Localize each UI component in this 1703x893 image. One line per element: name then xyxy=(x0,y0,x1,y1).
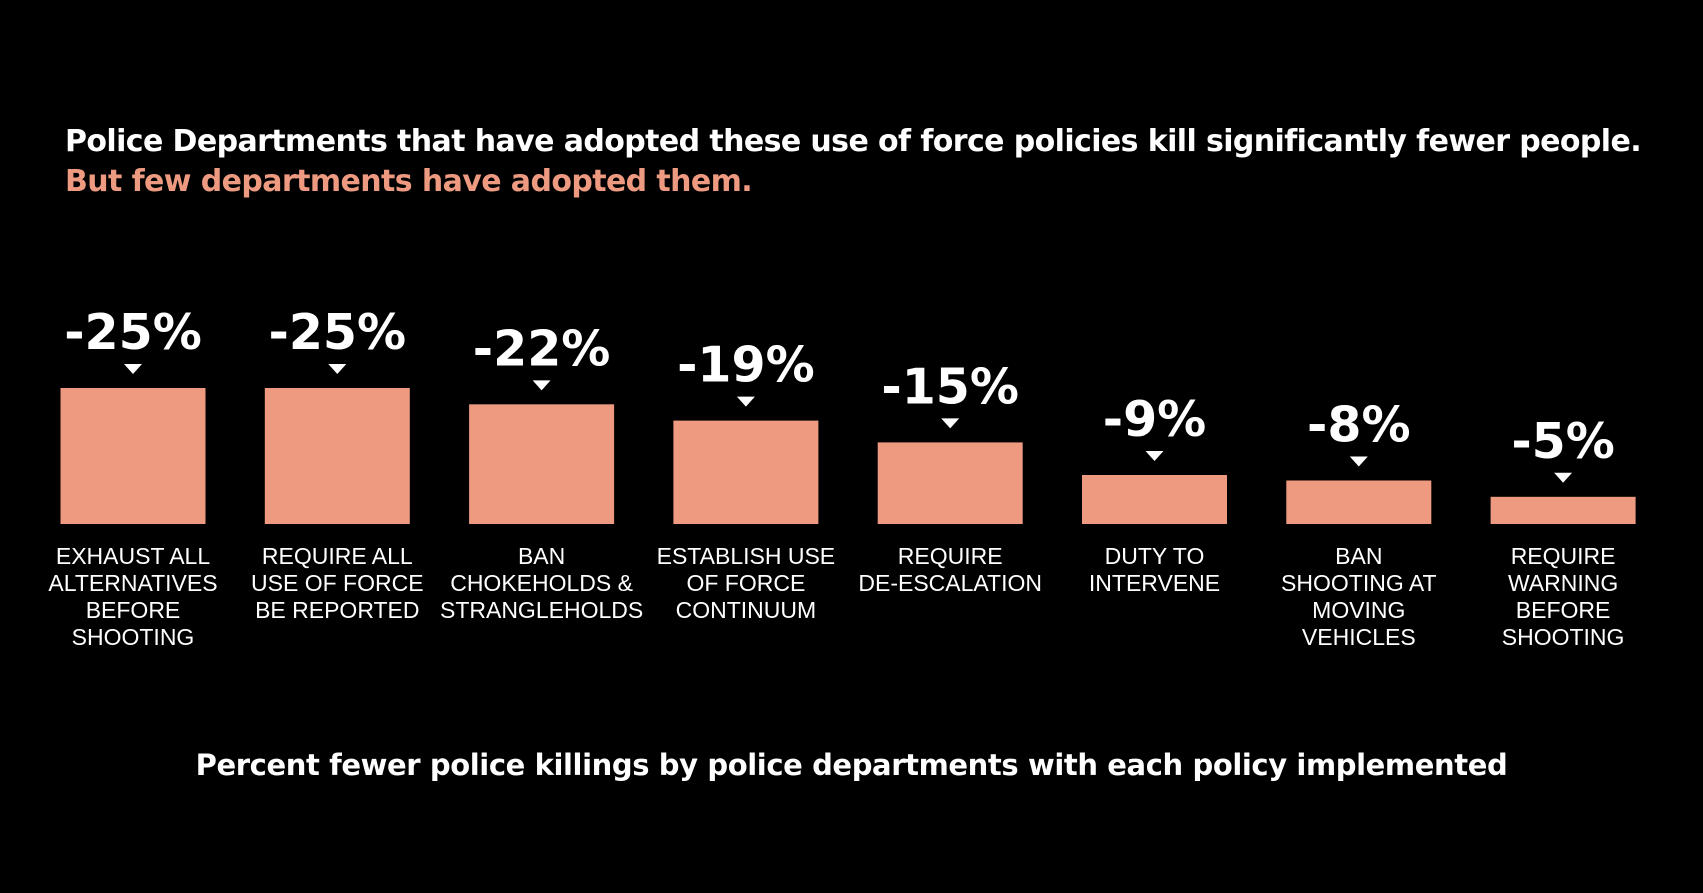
value-pointer xyxy=(1554,472,1573,483)
bar xyxy=(264,388,410,524)
value-pointer xyxy=(1145,451,1164,462)
bar xyxy=(1490,496,1636,524)
value-pointer xyxy=(328,364,347,374)
bar xyxy=(673,420,819,524)
value-label: -8% xyxy=(1307,397,1411,454)
value-pointer xyxy=(736,396,755,407)
bar xyxy=(469,404,615,524)
bar xyxy=(877,442,1023,524)
category-label: REQUIRE ALL USE OF FORCE BE REPORTED xyxy=(251,543,424,623)
bar xyxy=(1082,475,1227,524)
value-label: -25% xyxy=(64,304,202,361)
category-label: BAN SHOOTING AT MOVING VEHICLES xyxy=(1281,543,1436,650)
bar xyxy=(60,388,206,524)
category-label: ESTABLISH USE OF FORCE CONTINUUM xyxy=(657,543,836,623)
category-label: BAN CHOKEHOLDS & STRANGLEHOLDS xyxy=(440,543,643,623)
category-label: EXHAUST ALL ALTERNATIVES BEFORE SHOOTING xyxy=(48,543,217,650)
chart-subtitle: But few departments have adopted them. xyxy=(65,164,753,199)
value-label: -25% xyxy=(268,304,406,361)
value-pointer xyxy=(941,418,960,429)
value-pointer xyxy=(124,364,142,374)
bar xyxy=(1286,480,1432,524)
value-label: -19% xyxy=(677,337,815,394)
category-label: REQUIRE DE-ESCALATION xyxy=(858,543,1042,596)
value-label: -15% xyxy=(881,358,1019,415)
value-label: -9% xyxy=(1103,391,1207,448)
value-label: -22% xyxy=(473,320,611,377)
value-label: -5% xyxy=(1511,413,1615,470)
category-label: REQUIRE WARNING BEFORE SHOOTING xyxy=(1502,543,1625,650)
value-pointer xyxy=(1349,456,1368,467)
chart-caption: Percent fewer police killings by police … xyxy=(195,748,1508,782)
value-pointer xyxy=(532,380,551,391)
chart-title-block: Police Departments that have adopted the… xyxy=(65,122,1642,202)
chart-title: Police Departments that have adopted the… xyxy=(65,124,1642,159)
category-label: DUTY TO INTERVENE xyxy=(1089,543,1220,596)
